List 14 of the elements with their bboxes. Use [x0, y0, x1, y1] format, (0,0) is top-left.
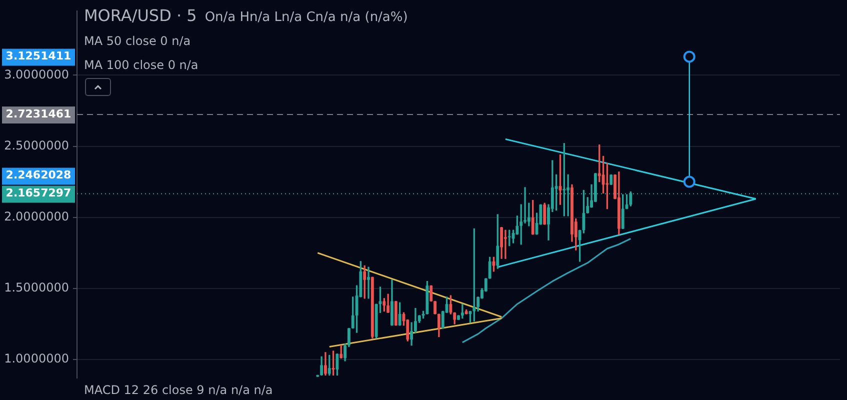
y-tick-label: 3.0000000 [4, 67, 69, 82]
y-tick-label: 2.0000000 [4, 209, 69, 224]
annotation: MA 50 close 0 n/a [84, 34, 191, 48]
ref-line-label: 2.1657297 [6, 186, 72, 200]
y-tick-label: 2.5000000 [4, 138, 69, 152]
chart-title: MORA/USD · 5 [84, 6, 197, 25]
text: 3.1251411 [6, 50, 72, 63]
y-tick-label: 1.0000000 [4, 352, 69, 366]
annotation: MA 100 close 0 n/a [84, 58, 198, 72]
chart-subtitle: On/a Hn/a Ln/a Cn/a n/a (n/a%) [204, 10, 408, 25]
text: MACD 12 26 close 9 n/a n/a n/a [84, 383, 273, 397]
ref-line-label: 2.7231461 [6, 107, 72, 120]
y-tick-label: 1.5000000 [4, 280, 69, 295]
text: 2.2462028 [6, 168, 72, 182]
